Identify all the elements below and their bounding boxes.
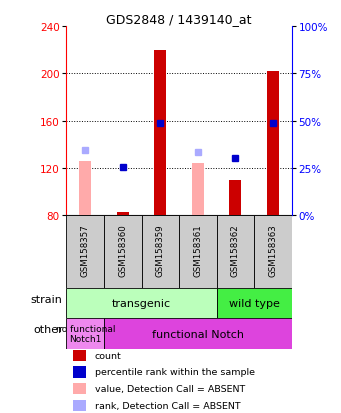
Text: wild type: wild type — [228, 299, 280, 309]
Text: rank, Detection Call = ABSENT: rank, Detection Call = ABSENT — [94, 401, 240, 410]
Bar — [154, 50, 166, 216]
FancyBboxPatch shape — [217, 216, 254, 288]
Bar — [79, 161, 91, 216]
Text: GSM158359: GSM158359 — [156, 224, 165, 277]
Text: GSM158361: GSM158361 — [193, 224, 202, 277]
FancyBboxPatch shape — [66, 288, 217, 319]
Text: functional Notch: functional Notch — [152, 329, 244, 339]
FancyBboxPatch shape — [254, 216, 292, 288]
Bar — [73, 383, 86, 394]
Text: no functional
Notch1: no functional Notch1 — [56, 324, 115, 344]
Bar — [73, 350, 86, 361]
Text: strain: strain — [31, 294, 63, 304]
Text: GSM158363: GSM158363 — [268, 224, 277, 277]
Bar — [267, 72, 279, 216]
Text: count: count — [94, 351, 121, 360]
Text: GSM158362: GSM158362 — [231, 224, 240, 277]
Text: value, Detection Call = ABSENT: value, Detection Call = ABSENT — [94, 384, 245, 393]
Bar — [229, 180, 241, 216]
FancyBboxPatch shape — [66, 216, 104, 288]
FancyBboxPatch shape — [179, 216, 217, 288]
Text: percentile rank within the sample: percentile rank within the sample — [94, 368, 255, 377]
Bar — [192, 164, 204, 216]
Title: GDS2848 / 1439140_at: GDS2848 / 1439140_at — [106, 13, 252, 26]
Text: GSM158360: GSM158360 — [118, 224, 127, 277]
Bar — [73, 400, 86, 411]
FancyBboxPatch shape — [104, 216, 142, 288]
Bar — [73, 366, 86, 377]
Text: GSM158357: GSM158357 — [81, 224, 90, 277]
FancyBboxPatch shape — [217, 288, 292, 319]
FancyBboxPatch shape — [104, 319, 292, 349]
Text: other: other — [33, 324, 63, 335]
FancyBboxPatch shape — [66, 319, 104, 349]
Bar — [117, 212, 129, 216]
FancyBboxPatch shape — [142, 216, 179, 288]
Text: transgenic: transgenic — [112, 299, 171, 309]
